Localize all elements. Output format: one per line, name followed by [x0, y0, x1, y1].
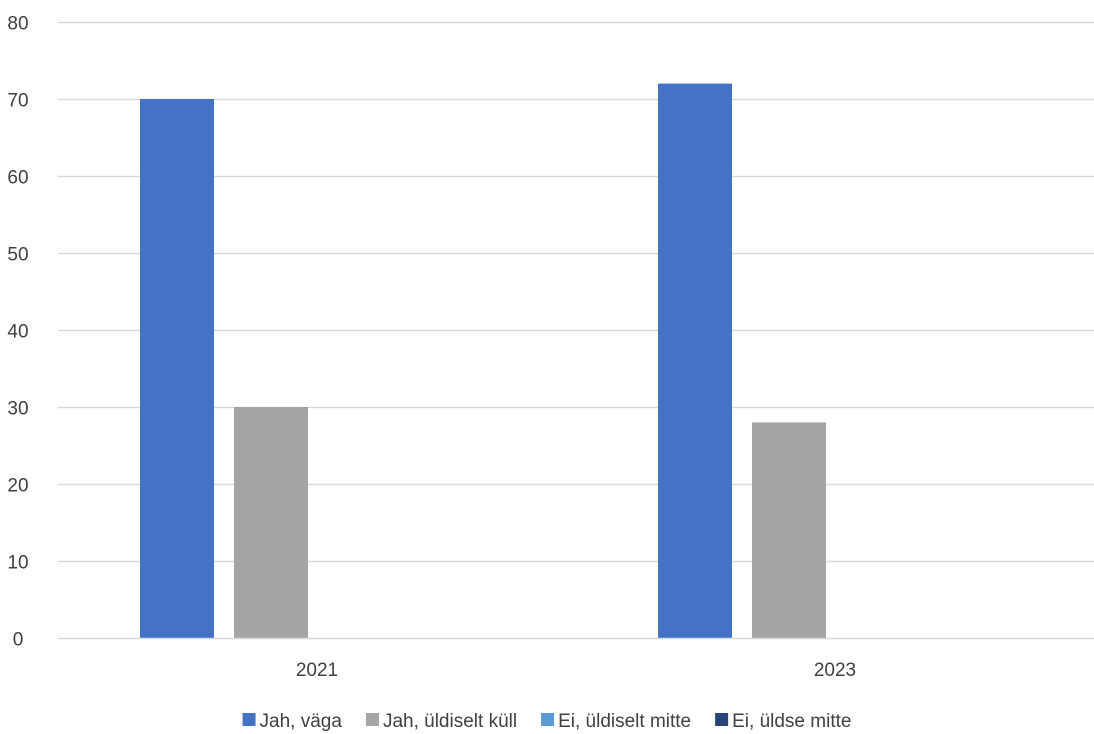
y-tick-label: 10: [7, 553, 28, 574]
x-tick-label: 2023: [814, 660, 856, 681]
legend-item: Ei, üldse mitte: [715, 711, 851, 732]
y-tick-label: 20: [7, 476, 28, 497]
legend-item: Ei, üldiselt mitte: [541, 711, 691, 732]
bar: [658, 83, 732, 639]
legend: Jah, väga Jah, üldiselt küll Ei, üldiselt …: [242, 711, 851, 732]
y-tick-label: 0: [13, 630, 24, 651]
y-tick-label: 80: [7, 14, 28, 35]
gridlines: [58, 21, 1094, 563]
legend-label: Ei, üldse mitte: [732, 711, 851, 732]
x-tick-label: 2021: [296, 660, 338, 681]
x-axis-tick-labels: 2021 2023: [296, 660, 856, 681]
legend-item: Jah, väga: [242, 711, 343, 732]
y-tick-label: 60: [7, 168, 28, 189]
legend-swatch: [365, 713, 379, 726]
y-axis-tick-labels: 0 10 20 30 40 50 60 70 80: [7, 14, 28, 651]
y-tick-label: 30: [7, 399, 28, 420]
legend-item: Jah, üldiselt küll: [365, 711, 517, 732]
legend-label: Jah, väga: [260, 711, 343, 732]
bars: [140, 83, 826, 639]
legend-swatch: [715, 713, 729, 726]
y-tick-label: 50: [7, 245, 28, 266]
legend-swatch: [541, 713, 555, 726]
legend-swatch: [242, 713, 256, 726]
legend-label: Ei, üldiselt mitte: [558, 711, 691, 732]
bar: [752, 422, 826, 638]
y-tick-label: 70: [7, 91, 28, 112]
bar: [234, 407, 308, 638]
bar: [140, 99, 214, 638]
y-tick-label: 40: [7, 322, 28, 343]
legend-label: Jah, üldiselt küll: [383, 711, 517, 732]
